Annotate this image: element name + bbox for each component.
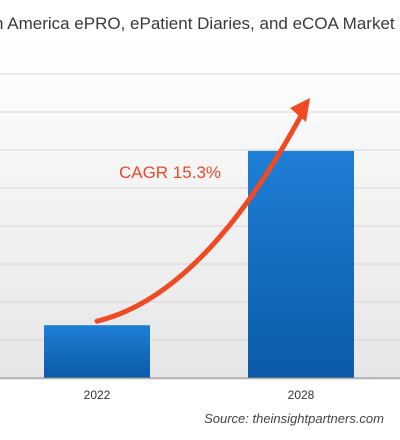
growth-arrow-icon [94,107,307,324]
x-tick-labels: 2022 2028 [84,388,315,402]
cagr-label: CAGR 15.3% [119,163,221,182]
x-tick-label: 2028 [288,388,315,402]
chart-title: n America ePRO, ePatient Diaries, and eC… [0,14,395,33]
cagr-arrow [94,98,310,324]
bar-2028 [248,150,354,378]
bar-2022 [44,325,150,378]
arrow-head-icon [290,98,310,122]
x-tick-label: 2022 [84,388,111,402]
bars [44,150,354,378]
source-credit: Source: theinsightpartners.com [204,411,384,426]
